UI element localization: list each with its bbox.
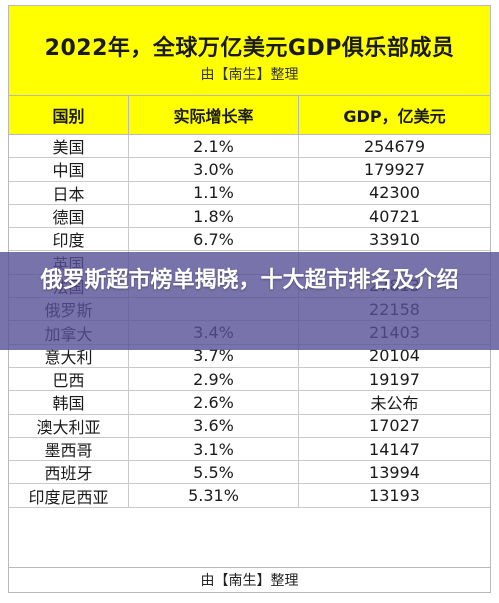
table-header-row: 国别 实际增长率 GDP，亿美元	[9, 96, 490, 135]
table-row: 美国 2.1% 254679	[9, 135, 490, 159]
cell-gdp: 13994	[369, 462, 420, 482]
cell-country: 美国	[9, 135, 129, 158]
cell-country: 印度尼西亚	[9, 484, 129, 507]
cell-country: 印度	[9, 228, 129, 251]
table-row: 日本 1.1% 42300	[9, 181, 490, 205]
cell-country: 西班牙	[9, 461, 129, 484]
cell-growth-rate: 3.0%	[129, 158, 299, 181]
cell-growth-rate: 3.6%	[129, 414, 299, 437]
title-block: 2022年，全球万亿美元GDP俱乐部成员 由【南生】整理	[9, 6, 490, 96]
cell-country: 巴西	[9, 367, 129, 391]
cell-growth-rate: 3.1%	[129, 437, 299, 461]
cell-country: 澳大利亚	[9, 414, 129, 437]
cell-gdp: 17027	[369, 416, 420, 436]
cell-growth-rate: 3.7%	[129, 344, 299, 367]
cell-country: 日本	[9, 181, 129, 204]
cell-gdp: 20104	[369, 346, 420, 366]
cell-gdp: 40721	[369, 206, 420, 226]
cell-country: 德国	[9, 204, 129, 228]
cell-gdp: 33910	[369, 229, 420, 249]
table-footer: 由【南生】整理	[9, 567, 490, 592]
cell-gdp: 19197	[369, 369, 420, 389]
table-row: 印度 6.7% 33910	[9, 228, 490, 252]
table-row: 意大利 3.7% 20104	[9, 344, 490, 368]
headline-text[interactable]: 俄罗斯超市榜单揭晓，十大超市排名及介绍	[40, 268, 459, 293]
table-row: 中国 3.0% 179927	[9, 158, 490, 182]
table-row: 德国 1.8% 40721	[9, 204, 490, 229]
table-title: 2022年，全球万亿美元GDP俱乐部成员	[44, 36, 455, 61]
header-gdp: GDP，亿美元	[343, 107, 446, 126]
cell-gdp: 42300	[369, 183, 420, 203]
cell-growth-rate: 2.6%	[129, 391, 299, 414]
cell-gdp: 14147	[369, 439, 420, 459]
cell-gdp: 未公布	[370, 394, 419, 414]
cell-country: 韩国	[9, 391, 129, 414]
cell-gdp: 254679	[363, 136, 426, 156]
header-country: 国别	[9, 96, 129, 134]
cell-gdp: 13193	[369, 486, 420, 506]
table-row: 巴西 2.9% 19197	[9, 367, 490, 392]
cell-growth-rate: 5.31%	[129, 484, 299, 507]
table-row: 西班牙 5.5% 13994	[9, 461, 490, 485]
cell-growth-rate: 5.5%	[129, 461, 299, 484]
table-row: 墨西哥 3.1% 14147	[9, 437, 490, 462]
cell-country: 墨西哥	[9, 437, 129, 461]
cell-growth-rate: 6.7%	[129, 228, 299, 251]
table-row: 韩国 2.6% 未公布	[9, 391, 490, 415]
cell-growth-rate: 1.1%	[129, 181, 299, 204]
cell-country: 中国	[9, 158, 129, 181]
header-growth-rate: 实际增长率	[129, 96, 299, 134]
cell-growth-rate: 2.9%	[129, 367, 299, 391]
cell-gdp: 179927	[363, 159, 426, 179]
table-subtitle: 由【南生】整理	[200, 67, 299, 83]
cell-growth-rate: 1.8%	[129, 204, 299, 228]
cell-growth-rate: 2.1%	[129, 135, 299, 158]
table-row: 澳大利亚 3.6% 17027	[9, 414, 490, 438]
table-row: 印度尼西亚 5.31% 13193	[9, 484, 490, 508]
cell-country: 意大利	[9, 344, 129, 367]
headline-banner[interactable]: 俄罗斯超市榜单揭晓，十大超市排名及介绍	[0, 252, 499, 350]
